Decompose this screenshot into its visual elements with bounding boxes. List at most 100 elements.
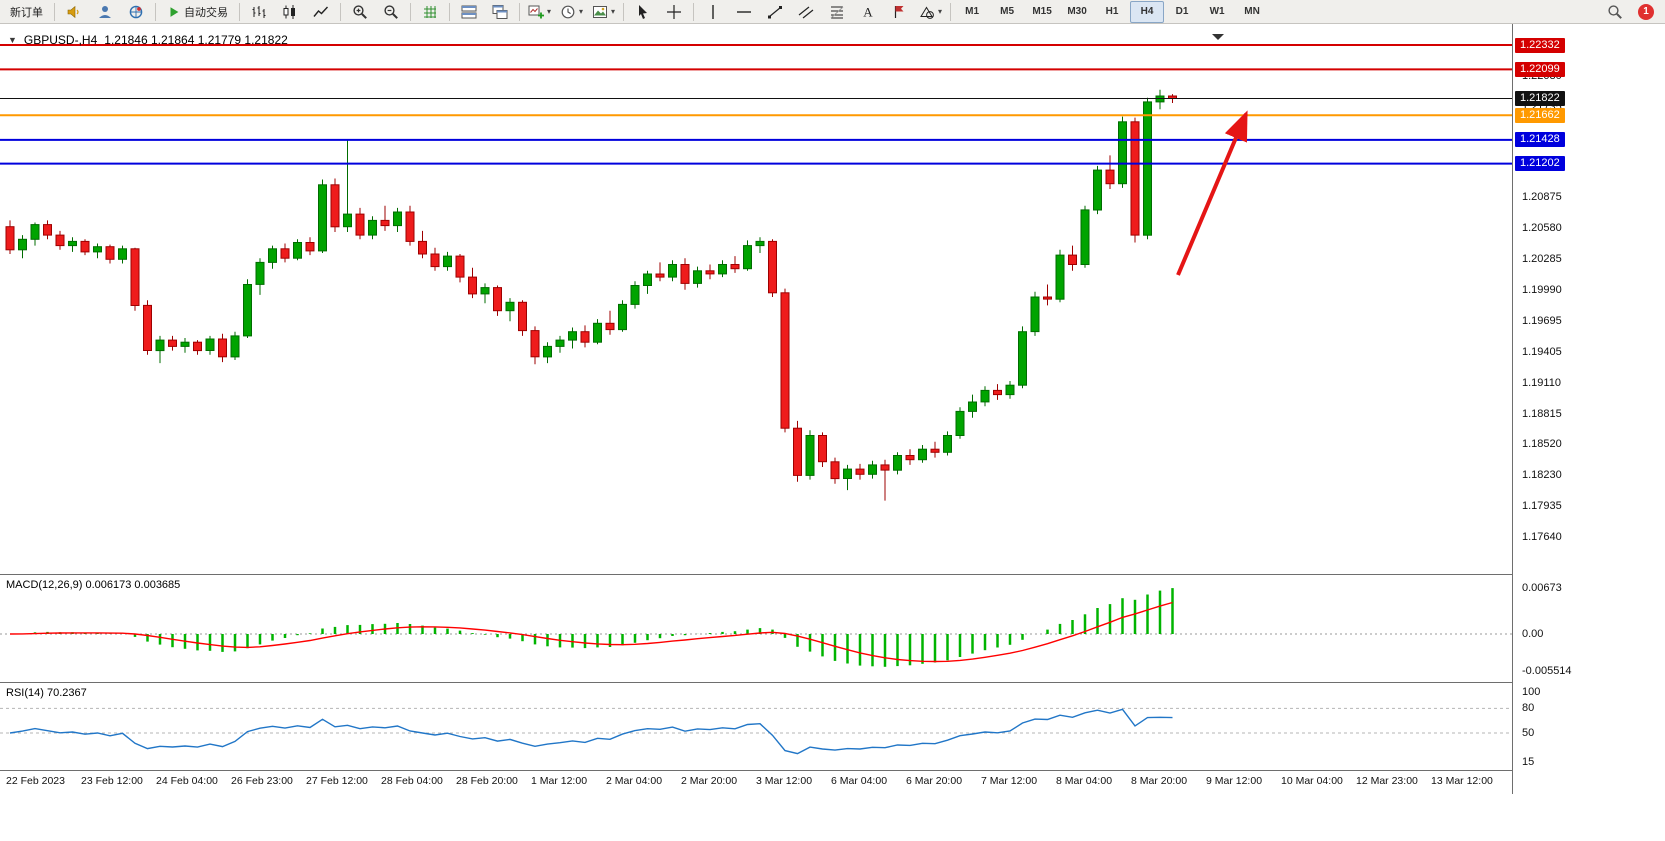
time-axis-label: 24 Feb 04:00 bbox=[156, 775, 218, 787]
candlestick-chart-icon[interactable] bbox=[275, 1, 305, 23]
channel-icon[interactable] bbox=[791, 1, 821, 23]
timeframe-mn-button[interactable]: MN bbox=[1244, 6, 1260, 17]
price-axis-label: 1.19110 bbox=[1522, 376, 1561, 389]
arrow-label-icon[interactable] bbox=[884, 1, 914, 23]
price-axis-label: 1.20875 bbox=[1522, 191, 1562, 204]
price-axis-label: 1.18520 bbox=[1522, 438, 1562, 451]
macd-rsi-separator[interactable] bbox=[0, 682, 1512, 683]
toolbar-separator bbox=[623, 2, 625, 21]
one-click-trading-toggle[interactable]: ▼ bbox=[8, 35, 17, 45]
chart-title: ▼ GBPUSD-,H4 1.21846 1.21864 1.21779 1.2… bbox=[8, 33, 288, 47]
toolbar-separator bbox=[693, 2, 695, 21]
time-axis-label: 2 Mar 04:00 bbox=[606, 775, 663, 787]
alerts-icon bbox=[67, 5, 79, 18]
timeframe-m30-button[interactable]: M30 bbox=[1067, 6, 1087, 17]
macd-panel[interactable]: MACD(12,26,9) 0.006173 0.003685 bbox=[0, 576, 1512, 682]
dropdown-caret-icon: ▾ bbox=[938, 7, 943, 16]
timeframe-d1-button[interactable]: D1 bbox=[1175, 6, 1189, 17]
profile-icon[interactable] bbox=[90, 1, 120, 23]
shapes-icon bbox=[920, 6, 934, 19]
search-button[interactable] bbox=[1600, 1, 1630, 23]
time-axis[interactable]: 22 Feb 2023 23 Feb 12:00 24 Feb 04:00 26 Fe… bbox=[0, 772, 1512, 790]
trend-arrow-annotation[interactable] bbox=[1176, 110, 1248, 276]
price-axis[interactable]: 1.220301.217351.208751.205801.202851.199… bbox=[1512, 24, 1665, 794]
timeframe-clock-icon[interactable]: ▾ bbox=[556, 1, 587, 23]
time-axis-label: 8 Mar 20:00 bbox=[1131, 775, 1188, 787]
time-axis-label: 6 Mar 04:00 bbox=[831, 775, 888, 787]
autotrade-button[interactable]: 自动交易 bbox=[160, 1, 235, 23]
zoom-in-icon bbox=[353, 4, 367, 19]
arrow-label-icon bbox=[894, 5, 904, 18]
chart-shift-marker[interactable] bbox=[1212, 34, 1224, 40]
rsi-line bbox=[9, 708, 1173, 755]
price-axis-label: 1.20580 bbox=[1522, 222, 1562, 235]
fibonacci-icon bbox=[830, 6, 844, 18]
cascade-windows-icon[interactable] bbox=[485, 1, 515, 23]
template-icon bbox=[593, 5, 608, 18]
chart-symbol-title: GBPUSD-,H4 bbox=[23, 33, 98, 47]
cursor-icon bbox=[639, 4, 648, 19]
timeframe-m1-button[interactable]: M1 bbox=[965, 6, 980, 17]
template-icon[interactable]: ▾ bbox=[588, 1, 619, 23]
toolbar: 新订单 自动交易 ▾ ▾ ▾ A ▾ M1 M5 M15 M30 H1 H4 D1 W1 MN 1 bbox=[0, 0, 1665, 24]
shapes-icon[interactable]: ▾ bbox=[915, 1, 946, 23]
price-axis-label: 1.19405 bbox=[1522, 345, 1562, 358]
market-watch-icon[interactable] bbox=[121, 1, 151, 23]
dropdown-caret-icon: ▾ bbox=[611, 7, 616, 16]
alerts-icon[interactable] bbox=[59, 1, 89, 23]
price-axis-label: 1.17935 bbox=[1522, 499, 1562, 512]
grid-icon[interactable] bbox=[415, 1, 445, 23]
rsi-dates-separator bbox=[0, 770, 1512, 771]
dropdown-caret-icon: ▾ bbox=[547, 7, 552, 16]
timeframe-m15-button[interactable]: M15 bbox=[1032, 6, 1052, 17]
crosshair-icon[interactable] bbox=[659, 1, 689, 23]
time-axis-label: 9 Mar 12:00 bbox=[1206, 775, 1263, 787]
price-level-badge-1.22099: 1.22099 bbox=[1515, 61, 1565, 77]
macd-label: MACD(12,26,9) 0.006173 0.003685 bbox=[6, 579, 181, 591]
zoom-in-icon[interactable] bbox=[345, 1, 375, 23]
market-watch-icon bbox=[129, 5, 143, 18]
notification-badge[interactable]: 1 bbox=[1638, 3, 1654, 20]
chart-workspace: ▼ GBPUSD-,H4 1.21846 1.21864 1.21779 1.2… bbox=[0, 24, 1665, 841]
macd-axis-label: 0.00673 bbox=[1522, 582, 1562, 595]
new-chart-icon[interactable]: ▾ bbox=[524, 1, 555, 23]
price-level-badge-1.21428: 1.21428 bbox=[1515, 132, 1565, 148]
time-axis-label: 28 Feb 20:00 bbox=[456, 775, 518, 787]
rsi-label: RSI(14) 70.2367 bbox=[6, 687, 87, 699]
zoom-out-icon[interactable] bbox=[376, 1, 406, 23]
toolbar-separator bbox=[410, 2, 411, 21]
vertical-line-icon[interactable] bbox=[698, 1, 728, 23]
main-chart-canvas[interactable] bbox=[0, 28, 1512, 574]
horizontal-line-icon[interactable] bbox=[729, 1, 759, 23]
new-order-button[interactable]: 新订单 bbox=[3, 1, 50, 23]
time-axis-label: 23 Feb 12:00 bbox=[81, 775, 143, 787]
crosshair-icon bbox=[667, 4, 682, 19]
timeframe-w1-button[interactable]: W1 bbox=[1209, 6, 1225, 17]
bar-chart-icon[interactable] bbox=[244, 1, 274, 23]
text-icon[interactable]: A bbox=[853, 1, 883, 23]
trendline-icon[interactable] bbox=[760, 1, 790, 23]
toolbar-separator bbox=[54, 2, 55, 21]
price-axis-label: 1.19990 bbox=[1522, 284, 1562, 297]
tile-windows-icon bbox=[461, 5, 477, 18]
tile-windows-icon[interactable] bbox=[454, 1, 484, 23]
line-chart-icon[interactable] bbox=[306, 1, 336, 23]
price-axis-label: 1.19695 bbox=[1522, 315, 1562, 328]
fibonacci-icon[interactable] bbox=[822, 1, 852, 23]
timeframe-clock-icon bbox=[561, 5, 575, 18]
timeframe-m5-button[interactable]: M5 bbox=[1000, 6, 1015, 17]
price-axis-label: 1.17640 bbox=[1522, 530, 1562, 543]
main-chart-panel[interactable]: ▼ GBPUSD-,H4 1.21846 1.21864 1.21779 1.2… bbox=[0, 28, 1512, 574]
time-axis-label: 28 Feb 04:00 bbox=[381, 775, 443, 787]
main-macd-separator[interactable] bbox=[0, 574, 1512, 575]
horizontal-line-icon bbox=[737, 10, 752, 13]
rsi-canvas[interactable] bbox=[0, 684, 1512, 770]
time-axis-label: 2 Mar 20:00 bbox=[681, 775, 738, 787]
rsi-panel[interactable]: RSI(14) 70.2367 bbox=[0, 684, 1512, 770]
rsi-axis-label: 50 bbox=[1522, 727, 1535, 739]
timeframe-h1-button[interactable]: H1 bbox=[1105, 6, 1119, 17]
macd-canvas[interactable] bbox=[0, 576, 1512, 682]
cursor-icon[interactable] bbox=[628, 1, 658, 23]
timeframe-h4-button[interactable]: H4 bbox=[1130, 0, 1165, 23]
toolbar-separator bbox=[449, 2, 450, 21]
